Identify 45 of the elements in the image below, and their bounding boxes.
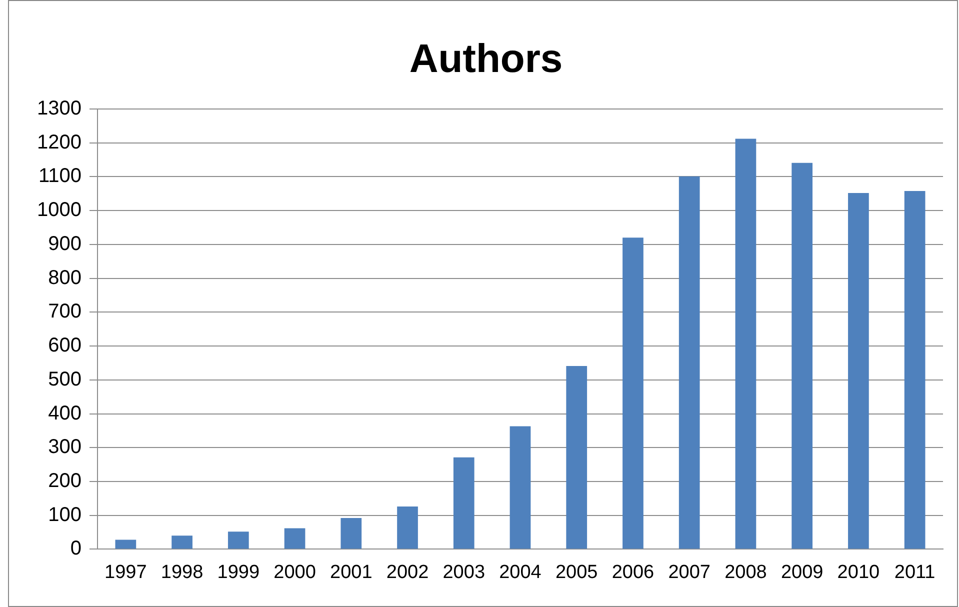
bar xyxy=(284,528,306,549)
x-tick-label: 2000 xyxy=(274,562,316,583)
bar xyxy=(397,506,418,549)
x-tick-label: 2006 xyxy=(612,562,654,583)
bar xyxy=(622,238,644,549)
bar xyxy=(510,426,531,549)
bar xyxy=(172,536,192,549)
y-tick-label: 500 xyxy=(48,368,82,390)
y-tick-label: 400 xyxy=(48,402,82,424)
x-tick-label: 1997 xyxy=(104,562,147,583)
bar xyxy=(228,532,249,549)
bar xyxy=(904,190,926,549)
x-tick-label: 2005 xyxy=(555,562,598,583)
x-tick-label: 1999 xyxy=(217,562,260,583)
y-tick-label: 300 xyxy=(48,436,82,458)
y-tick-label: 700 xyxy=(48,300,82,323)
bar xyxy=(678,176,700,549)
y-tick-label: 200 xyxy=(48,470,82,492)
x-tick-label: 1998 xyxy=(160,562,204,583)
y-tick-label: 100 xyxy=(48,504,82,526)
bar xyxy=(115,540,136,549)
bar xyxy=(566,366,588,549)
y-tick-label: 900 xyxy=(48,232,82,255)
y-tick-label: 1200 xyxy=(36,131,82,154)
x-tick-label: 2004 xyxy=(499,562,542,583)
y-tick-label: 800 xyxy=(48,266,82,289)
y-tick-label: 0 xyxy=(70,538,82,560)
chart-title: Authors xyxy=(409,37,563,82)
x-tick-label: 2010 xyxy=(837,562,880,583)
y-tick-label: 1000 xyxy=(36,199,82,222)
bar xyxy=(848,192,869,549)
bar xyxy=(735,138,756,549)
bar xyxy=(453,457,474,549)
x-tick-label: 2009 xyxy=(780,562,824,583)
y-tick-label: 1300 xyxy=(36,98,82,120)
y-tick-label: 1100 xyxy=(38,165,82,188)
x-tick-label: 2003 xyxy=(442,562,486,583)
bar xyxy=(340,518,362,549)
x-tick-label: 2001 xyxy=(330,562,372,583)
y-tick-label: 600 xyxy=(48,334,82,357)
x-tick-label: 2007 xyxy=(668,562,710,583)
x-tick-label: 2008 xyxy=(724,562,767,583)
x-tick-label: 2011 xyxy=(894,562,936,583)
bar xyxy=(792,162,813,549)
x-tick-label: 2002 xyxy=(386,562,429,583)
